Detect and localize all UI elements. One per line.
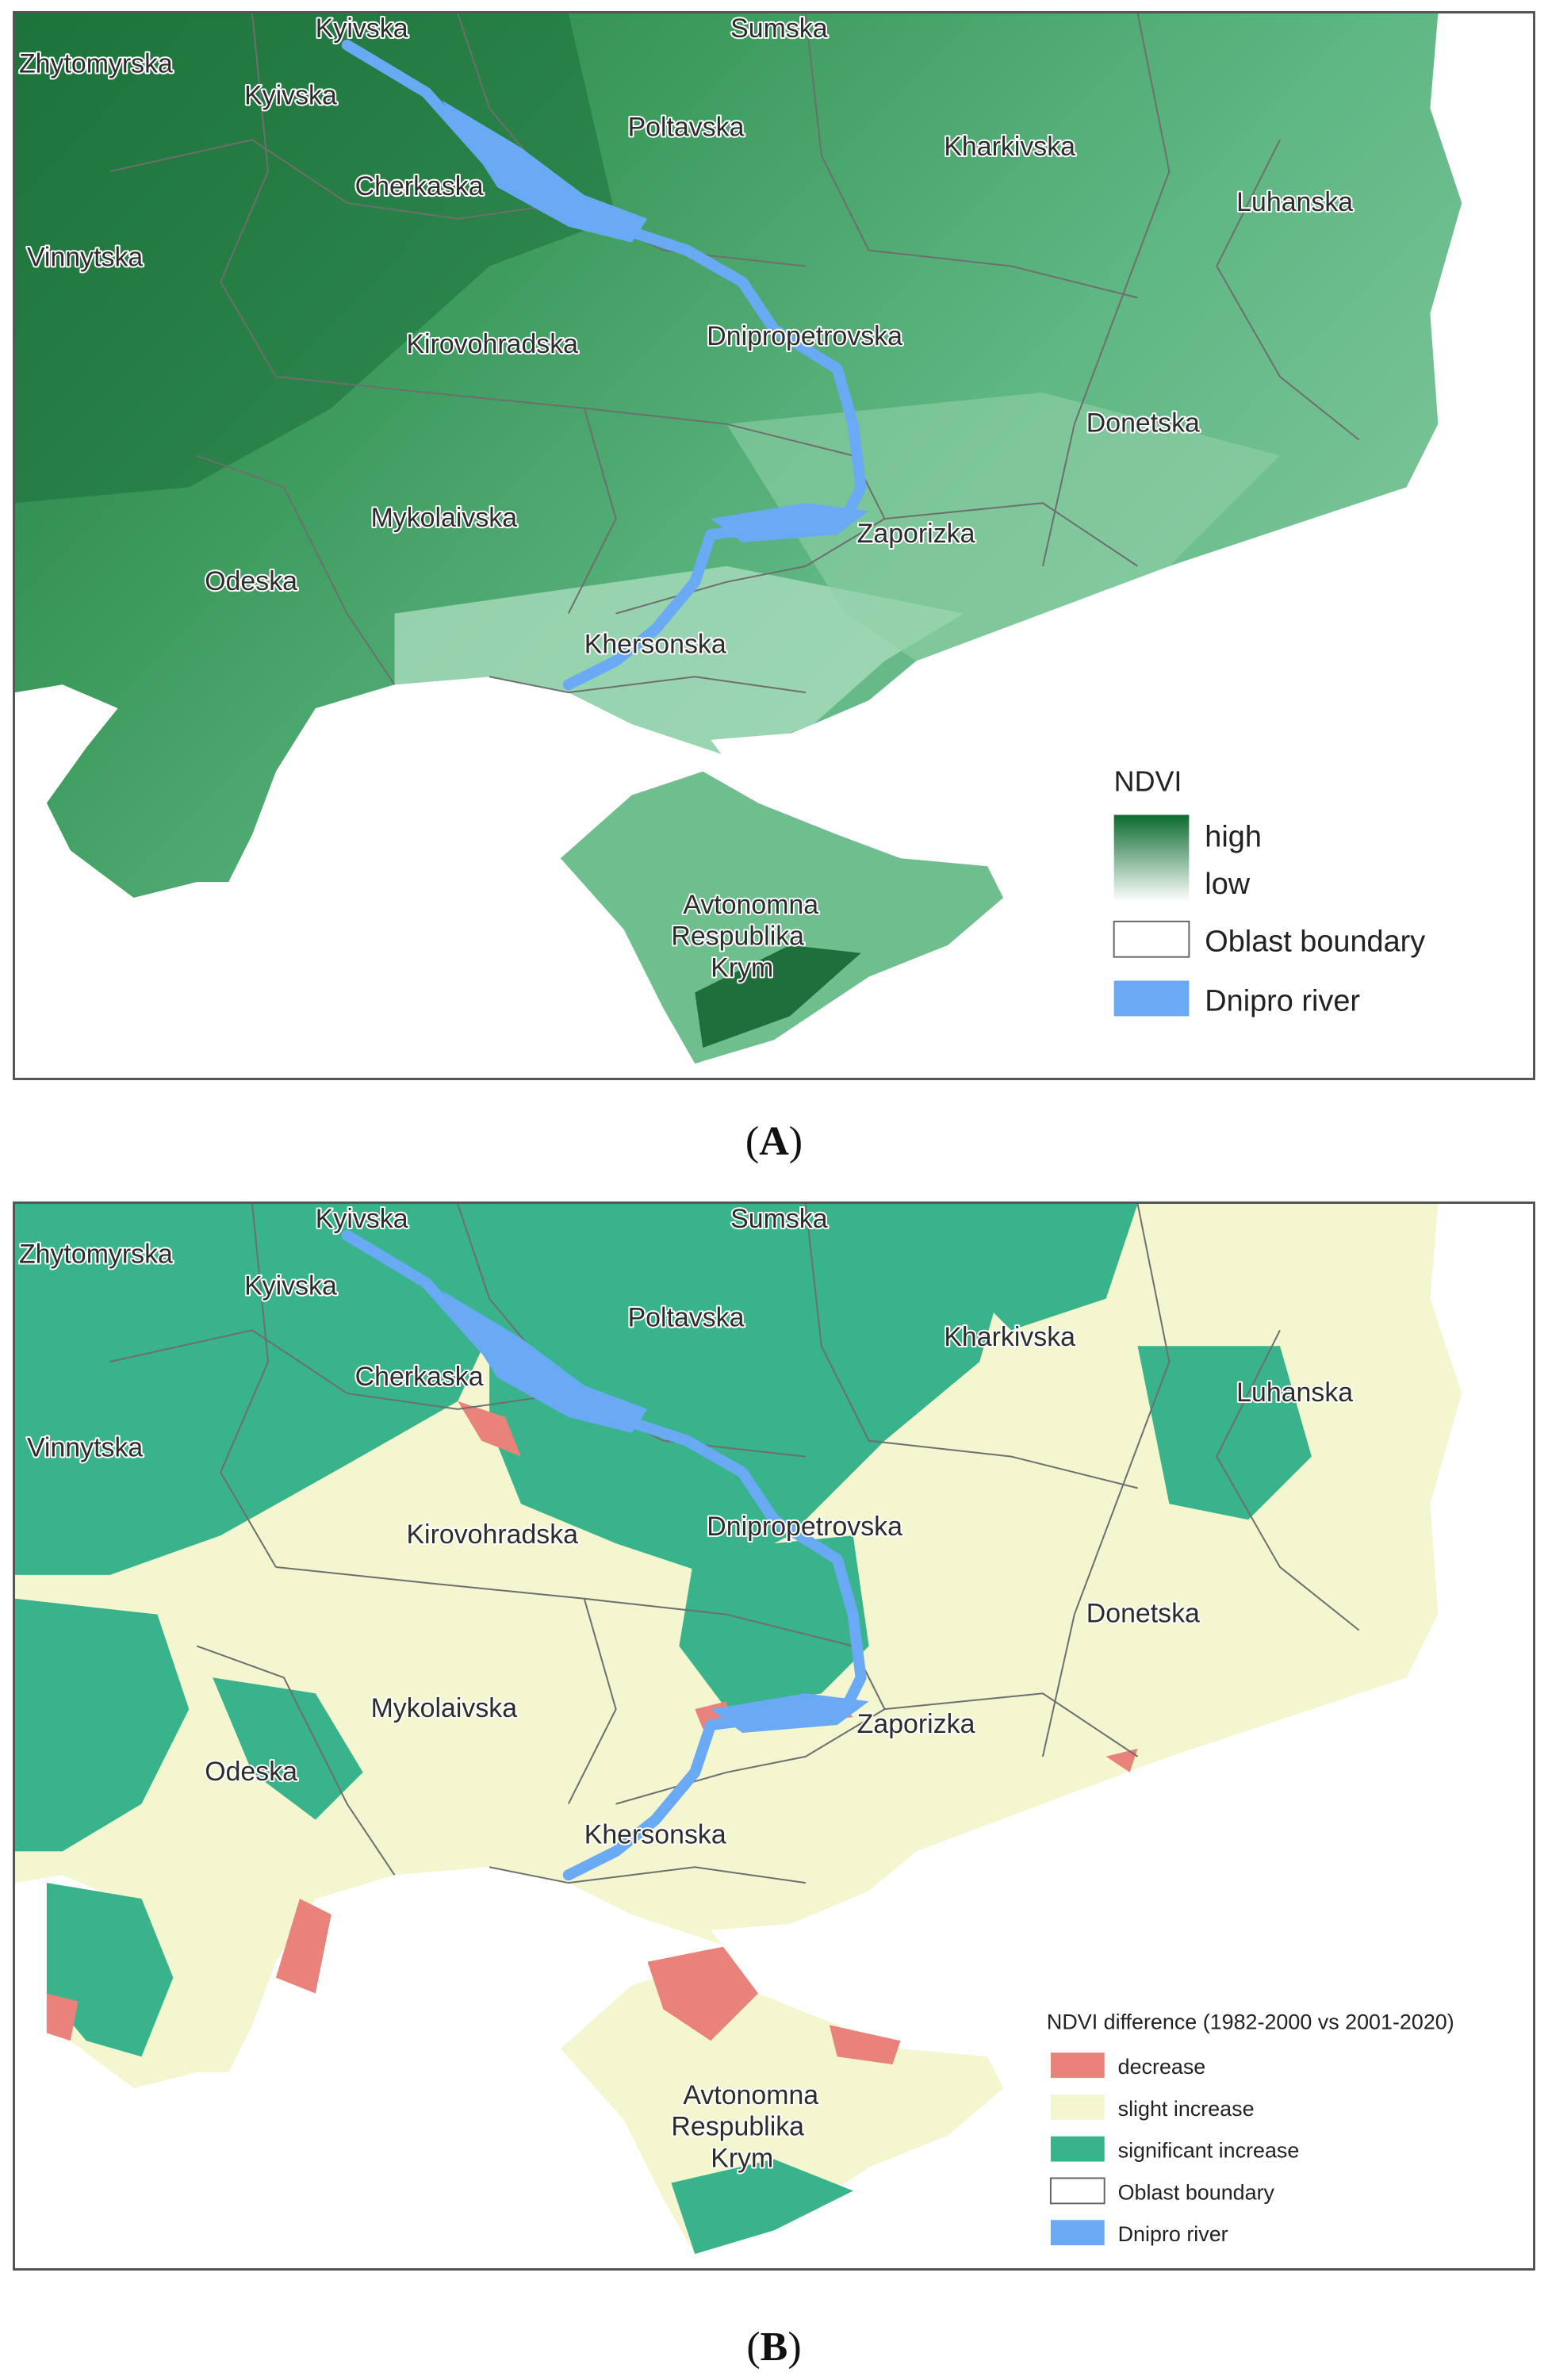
label-vinnytska: Vinnytska <box>27 1433 143 1463</box>
label-khersonska: Khersonska <box>584 1819 726 1849</box>
kakhovka-reservoir <box>711 503 869 543</box>
legend-b-slight-increase-label: slight increase <box>1118 2097 1255 2121</box>
region-labels: Kyivska Sumska Zhytomyrska Kyivska Polta… <box>17 13 1354 985</box>
label-kirovohradska: Kirovohradska <box>406 1520 578 1550</box>
dnipro-reservoir <box>442 100 648 243</box>
legend-a: NDVI high low Oblast boundary Dnipro riv… <box>1113 766 1425 1018</box>
crimea-mountains <box>695 945 861 1048</box>
legend-b-significant-increase-label: significant increase <box>1118 2139 1300 2163</box>
steppe-zone-east <box>726 392 1280 661</box>
ndvi-difference-map-panel: Kyivska Sumska Zhytomyrska Kyivska Polta… <box>13 1201 1535 2271</box>
label-kyivska-top: Kyivska <box>316 13 408 44</box>
crimea-significant-increase <box>671 2159 853 2255</box>
dnipro-reservoir <box>442 1290 648 1433</box>
label-luhanska: Luhanska <box>1236 187 1353 217</box>
label-respublika: Respublika <box>671 922 804 952</box>
label-mykolaivska: Mykolaivska <box>371 503 518 533</box>
label-luhanska: Luhanska <box>1236 1378 1353 1408</box>
label-zhytomyrska: Zhytomyrska <box>19 49 173 79</box>
label-odeska: Odeska <box>205 566 297 596</box>
caption-a: (A) <box>745 1119 803 1164</box>
label-poltavska: Poltavska <box>628 112 745 142</box>
label-mykolaivska: Mykolaivska <box>371 1693 518 1723</box>
azov-sea <box>711 731 901 851</box>
legend-a-river-swatch <box>1113 980 1190 1017</box>
label-zhytomyrska: Zhytomyrska <box>19 1240 173 1270</box>
legend-b-slight-increase-swatch <box>1050 2094 1105 2120</box>
legend-b-river-label: Dnipro river <box>1118 2222 1228 2246</box>
region-labels: Kyivska Sumska Zhytomyrska Kyivska Polta… <box>17 1204 1354 2175</box>
kakhovka-reservoir <box>711 1693 869 1734</box>
label-kyivska: Kyivska <box>244 81 337 111</box>
label-sumska: Sumska <box>730 1204 828 1234</box>
ndvi-map-panel: Kyivska Sumska Zhytomyrska Kyivska Polta… <box>13 11 1535 1080</box>
ndvi-map: Kyivska Sumska Zhytomyrska Kyivska Polta… <box>15 13 1462 1064</box>
legend-a-low-label: low <box>1205 868 1250 901</box>
label-cherkaska: Cherkaska <box>355 171 484 201</box>
legend-b-title: NDVI difference (1982-2000 vs 2001-2020) <box>1047 2010 1454 2033</box>
ndvi-difference-map: Kyivska Sumska Zhytomyrska Kyivska Polta… <box>15 1204 1462 2255</box>
label-respublika: Respublika <box>671 2112 804 2142</box>
label-dnipropetrovska: Dnipropetrovska <box>707 1512 902 1542</box>
label-cherkaska: Cherkaska <box>355 1362 484 1392</box>
label-krym: Krym <box>711 2144 773 2174</box>
legend-b-boundary-swatch <box>1049 2177 1105 2205</box>
azov-sea <box>711 1922 901 2041</box>
label-vinnytska: Vinnytska <box>27 243 143 273</box>
label-kharkivska: Kharkivska <box>944 1322 1075 1352</box>
label-donetska: Donetska <box>1086 408 1200 439</box>
label-kirovohradska: Kirovohradska <box>406 329 578 359</box>
label-donetska: Donetska <box>1086 1599 1200 1629</box>
legend-a-boundary-label: Oblast boundary <box>1205 926 1425 959</box>
label-kharkivska: Kharkivska <box>944 132 1075 162</box>
label-avtonomna: Avtonomna <box>683 890 818 920</box>
legend-b: NDVI difference (1982-2000 vs 2001-2020)… <box>1047 2010 1454 2246</box>
label-zaporizka: Zaporizka <box>857 519 975 549</box>
label-dnipropetrovska: Dnipropetrovska <box>707 321 902 351</box>
significant-increase-zones <box>15 1204 1312 2255</box>
label-kyivska-top: Kyivska <box>316 1204 408 1234</box>
label-kyivska: Kyivska <box>244 1271 337 1301</box>
oblast-boundaries <box>109 1204 1360 1884</box>
legend-b-significant-increase-swatch <box>1050 2136 1105 2162</box>
label-poltavska: Poltavska <box>628 1302 745 1332</box>
label-sumska: Sumska <box>730 13 828 44</box>
caption-b-letter: B <box>760 2324 788 2370</box>
steppe-zone <box>394 565 964 756</box>
caption-a-letter: A <box>759 1119 789 1164</box>
legend-a-title: NDVI <box>1114 766 1182 798</box>
label-zaporizka: Zaporizka <box>857 1709 975 1739</box>
crimea <box>560 771 1004 1064</box>
legend-b-decrease-swatch <box>1050 2052 1105 2079</box>
legend-a-river-label: Dnipro river <box>1205 984 1360 1018</box>
label-krym: Krym <box>711 953 773 983</box>
legend-b-decrease-label: decrease <box>1118 2055 1206 2079</box>
caption-b: (B) <box>746 2324 802 2370</box>
legend-a-high-label: high <box>1205 820 1262 853</box>
legend-a-boundary-swatch <box>1113 920 1190 958</box>
label-avtonomna: Avtonomna <box>683 2080 818 2110</box>
label-khersonska: Khersonska <box>584 629 726 659</box>
legend-a-gradient-swatch <box>1113 814 1190 902</box>
legend-b-river-swatch <box>1050 2220 1105 2246</box>
crimea <box>560 1961 1004 2255</box>
legend-b-boundary-label: Oblast boundary <box>1118 2180 1275 2204</box>
label-odeska: Odeska <box>205 1757 297 1787</box>
